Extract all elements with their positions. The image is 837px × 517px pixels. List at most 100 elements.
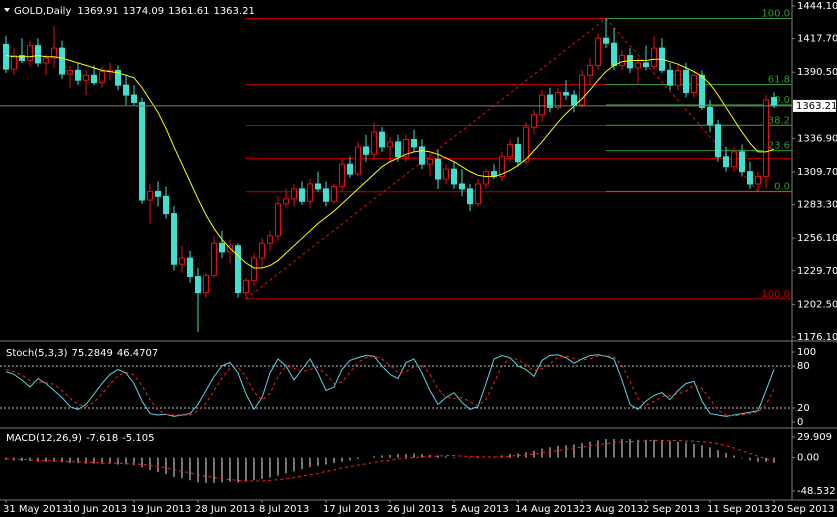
x-tick-label: 26 Jul 2013 — [387, 504, 444, 515]
candle-body — [91, 74, 97, 84]
candle-body — [275, 203, 281, 237]
candle-body — [771, 97, 777, 107]
candle-body — [619, 55, 625, 66]
candle-body — [579, 74, 585, 106]
chart-header: GOLD,Daily 1369.91 1374.09 1361.61 1363.21 — [14, 6, 255, 17]
candle-body — [75, 69, 81, 81]
candle-body — [11, 55, 17, 70]
candle-body — [435, 158, 441, 180]
candle-body — [387, 141, 393, 148]
candle-body — [563, 92, 569, 96]
candle-body — [187, 257, 193, 278]
candle-body — [139, 101, 145, 201]
y-tick-label: 100 — [797, 347, 816, 358]
x-tick-label: 20 Sep 2013 — [771, 504, 834, 515]
y-tick-label: 1390.50 — [797, 67, 837, 78]
candle-body — [531, 114, 537, 128]
y-tick-label: 1256.10 — [797, 233, 837, 244]
candle-body — [667, 69, 673, 86]
candle-body — [267, 235, 273, 244]
candle-body — [611, 42, 617, 66]
low-value: 1361.61 — [168, 6, 209, 17]
chart-title: GOLD,Daily — [14, 6, 71, 17]
candle-body — [339, 163, 345, 187]
candle-body — [683, 69, 689, 94]
candle-body — [555, 92, 561, 108]
candle-body — [67, 69, 73, 75]
candle-body — [587, 64, 593, 76]
candle-body — [427, 158, 433, 165]
candle-body — [131, 94, 137, 103]
candle-body — [59, 47, 65, 75]
fibo-label: 61.8 — [768, 75, 790, 86]
x-tick-label: 19 Jun 2013 — [131, 504, 191, 515]
stoch-header: Stoch(5,3,3) 75.2849 46.4707 — [6, 348, 158, 359]
candle-body — [459, 183, 465, 190]
x-tick-label: 11 Sep 2013 — [707, 504, 770, 515]
candle-body — [283, 198, 289, 205]
candle-body — [723, 156, 729, 168]
candle-body — [3, 43, 9, 70]
candle-body — [171, 213, 177, 265]
candle-body — [203, 274, 209, 294]
y-tick-label: 1444.10 — [797, 1, 837, 12]
moving-average — [5, 55, 775, 269]
dropdown-icon[interactable] — [4, 8, 10, 12]
stoch-line — [5, 354, 775, 417]
candle-body — [147, 190, 153, 201]
candle-body — [155, 190, 161, 197]
candle-body — [483, 171, 489, 185]
candle-body — [83, 74, 89, 81]
fibo-label: 0.0 — [774, 181, 790, 192]
y-tick-label: 1229.70 — [797, 266, 837, 277]
y-tick-label: 0.00 — [797, 453, 819, 464]
candle-body — [115, 69, 121, 86]
candle-body — [443, 168, 449, 180]
candle-body — [323, 188, 329, 202]
candle-body — [35, 45, 41, 64]
candle-body — [635, 62, 641, 69]
candle-body — [539, 94, 545, 116]
macd-title: MACD(12,26,9) — [6, 433, 82, 444]
y-tick-label: 1283.30 — [797, 200, 837, 211]
x-tick-label: 28 Jun 2013 — [195, 504, 255, 515]
candle-body — [755, 176, 761, 185]
candle-body — [195, 276, 201, 294]
y-tick-label: 20 — [797, 403, 810, 414]
candle-body — [43, 57, 49, 64]
candle-body — [371, 131, 377, 155]
candle-body — [259, 242, 265, 259]
candle-body — [651, 47, 657, 68]
candle-body — [763, 99, 769, 178]
candle-body — [691, 74, 697, 94]
candle-body — [475, 183, 481, 205]
price-box — [793, 99, 836, 112]
x-tick-label: 31 May 2013 — [3, 504, 68, 515]
candle-body — [403, 139, 409, 158]
open-value: 1369.91 — [77, 6, 118, 17]
macd-signal-value: -5.105 — [122, 433, 154, 444]
candle-body — [627, 55, 633, 69]
candle-body — [291, 188, 297, 200]
candle-body — [315, 183, 321, 190]
macd-signal — [6, 439, 775, 482]
y-tick-label: 0 — [797, 417, 803, 428]
candle-body — [243, 279, 249, 294]
fibo-label: 0.0 — [774, 95, 790, 106]
fibo-label: 23.6 — [768, 141, 790, 152]
candle-body — [411, 139, 417, 148]
candle-body — [99, 71, 105, 84]
candle-body — [467, 188, 473, 205]
y-tick-label: 1202.50 — [797, 299, 837, 310]
candle-body — [499, 156, 505, 178]
candle-body — [347, 163, 353, 175]
candle-body — [603, 37, 609, 44]
macd-header: MACD(12,26,9) -7.618 -5.105 — [6, 433, 154, 444]
y-tick-label: 29.909 — [797, 432, 832, 443]
candle-body — [523, 126, 529, 163]
x-tick-label: 17 Jul 2013 — [323, 504, 380, 515]
candle-body — [571, 94, 577, 106]
y-tick-label: 1336.90 — [797, 133, 837, 144]
